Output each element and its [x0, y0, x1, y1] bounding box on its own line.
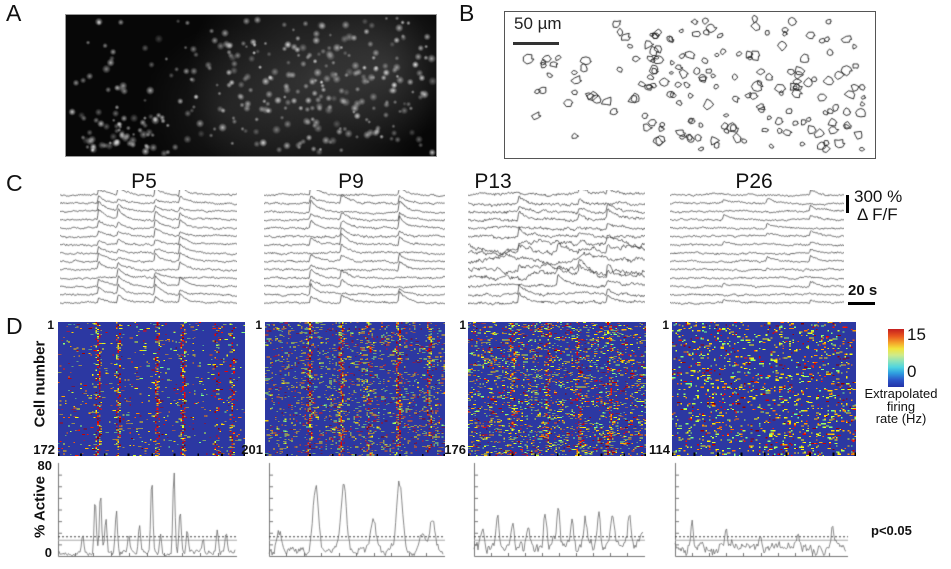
time-scale-label: 20 s: [848, 282, 878, 299]
colorbar-title-line3: rate (Hz): [875, 411, 927, 426]
dff-scale-units: Δ F/F: [857, 205, 898, 224]
panel-a-fluorescence-image: [65, 14, 437, 157]
first-cell-label-p26: 1: [662, 318, 669, 332]
age-title-p26: P26: [735, 170, 773, 193]
dff-scale-value: 300 %: [854, 187, 903, 206]
traces-p5: [60, 190, 237, 308]
raster-heatmap-p5: [58, 322, 245, 456]
panel-d-label: D: [6, 313, 23, 339]
panel-b-roi-outlines: [505, 12, 874, 157]
panel-b-roi-map: 50 µm: [504, 11, 876, 159]
percent-active-axis-label: % Active: [31, 476, 49, 538]
cell-number-axis-label: Cell number: [31, 340, 49, 428]
panel-a-label: A: [6, 0, 22, 26]
scalebar-50um-label: 50 µm: [514, 14, 562, 33]
first-cell-label-p13: 1: [459, 318, 466, 332]
active-ymax-label: 80: [37, 458, 52, 473]
raster-heatmap-p9: [265, 322, 445, 456]
cell-count-p26: 114: [649, 442, 670, 457]
raster-heatmap-p13: [468, 322, 646, 456]
first-cell-label-p5: 1: [47, 318, 54, 332]
colorbar-title-line2: firing: [886, 398, 916, 414]
colorbar-title-line1: Extrapolated: [864, 386, 938, 401]
age-title-p13: P13: [474, 170, 512, 193]
cell-count-p9: 201: [241, 442, 263, 457]
panel-c-label: C: [6, 170, 23, 196]
first-cell-label-p9: 1: [255, 318, 262, 332]
cell-count-p5: 172: [33, 442, 55, 457]
colorbar-max-label: 15: [907, 325, 926, 344]
traces-p9: [264, 190, 445, 308]
active-plot-p9: [266, 460, 446, 559]
colorbar-title: Extrapolated firing rate (Hz): [851, 386, 951, 426]
active-plot-p26: [672, 460, 849, 559]
cell-count-p13: 176: [444, 442, 466, 457]
dff-scalebar: [846, 195, 849, 213]
panel-b-label: B: [459, 0, 475, 26]
age-title-p9: P9: [338, 170, 364, 193]
age-title-p5: P5: [131, 170, 157, 193]
scalebar-50um-bar: [513, 42, 559, 45]
time-scalebar: [848, 302, 875, 305]
colorbar-min-label: 0: [907, 362, 917, 381]
active-plot-p5: [55, 460, 238, 559]
active-ymin-label: 0: [44, 545, 52, 560]
firing-rate-colorbar: [888, 329, 904, 387]
traces-p26: [670, 190, 844, 308]
active-plot-p13: [471, 460, 646, 559]
significance-label: p<0.05: [871, 523, 912, 538]
raster-heatmap-p26: [672, 322, 856, 456]
traces-p13: [468, 190, 645, 308]
